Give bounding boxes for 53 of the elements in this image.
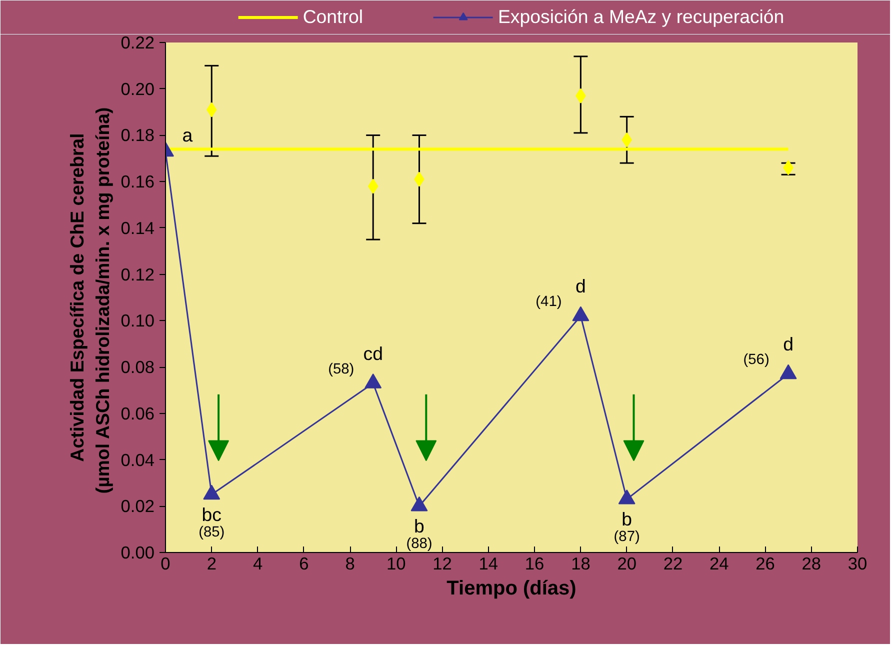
x-tick-label: 28 (802, 554, 822, 574)
annotation: (87) (614, 529, 640, 546)
x-tick-label: 2 (206, 554, 216, 574)
point (410, 496, 428, 512)
annotation: b (622, 508, 632, 530)
y-tick-label: 0.04 (120, 450, 155, 470)
y-tick-label: 0.18 (120, 125, 155, 146)
annotation: cd (363, 342, 383, 364)
y-tick-label: 0.00 (120, 542, 155, 562)
annotation: (88) (406, 536, 432, 552)
x-tick-label: 14 (478, 554, 498, 574)
annotation: d (783, 334, 794, 354)
x-tick-label: 12 (432, 554, 452, 574)
x-tick-label: 8 (345, 554, 355, 574)
x-tick-label: 4 (252, 554, 263, 574)
point (364, 374, 382, 388)
y-tick-label: 0.22 (120, 32, 155, 52)
x-tick-label: 20 (617, 554, 636, 574)
point (368, 178, 378, 194)
y-tick-label: 0.06 (120, 403, 155, 424)
annotation: b (414, 516, 424, 537)
annotation: a (182, 124, 194, 146)
annotation: d (576, 276, 586, 297)
x-tick-label: 26 (756, 554, 775, 574)
point (780, 364, 797, 380)
y-tick-label: 0.08 (120, 357, 155, 378)
x-tick-label: 24 (709, 554, 730, 574)
point (206, 102, 217, 118)
y-axis-title: Actividad Específica de ChE cerebral (µmol ASCh hidrolizada/min. x mg proteína) (66, 107, 113, 494)
y-tick-label: 0.02 (120, 496, 155, 516)
x-tick-label: 0 (160, 554, 170, 574)
y-tick-label: 0.20 (120, 78, 155, 99)
x-tick-label: 16 (524, 554, 544, 574)
x-axis-title: Tiempo (días) (446, 578, 576, 600)
legend-label: Exposición a MeAz y recuperación (498, 6, 784, 28)
annotation: (58) (328, 361, 354, 378)
x-tick-label: 18 (571, 554, 590, 574)
annotation: (85) (198, 524, 225, 541)
y-tick-label: 0.12 (120, 264, 155, 284)
x-tick-label: 6 (299, 554, 309, 574)
x-tick-label: 10 (386, 554, 406, 574)
x-tick-label: 22 (663, 554, 683, 574)
annotation: (41) (536, 294, 562, 310)
x-tick-label: 30 (848, 554, 868, 574)
point (618, 489, 636, 504)
point (572, 306, 590, 322)
y-tick-label: 0.16 (120, 172, 155, 192)
y-tick-label: 0.10 (120, 310, 155, 331)
y-tick-label: 0.14 (120, 218, 155, 238)
legend-label: Control (302, 6, 363, 28)
annotation: (56) (743, 352, 770, 368)
annotation: bc (202, 504, 222, 526)
point (203, 484, 220, 500)
